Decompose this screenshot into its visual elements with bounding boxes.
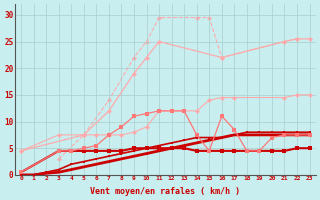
X-axis label: Vent moyen/en rafales ( km/h ): Vent moyen/en rafales ( km/h ) bbox=[90, 187, 240, 196]
